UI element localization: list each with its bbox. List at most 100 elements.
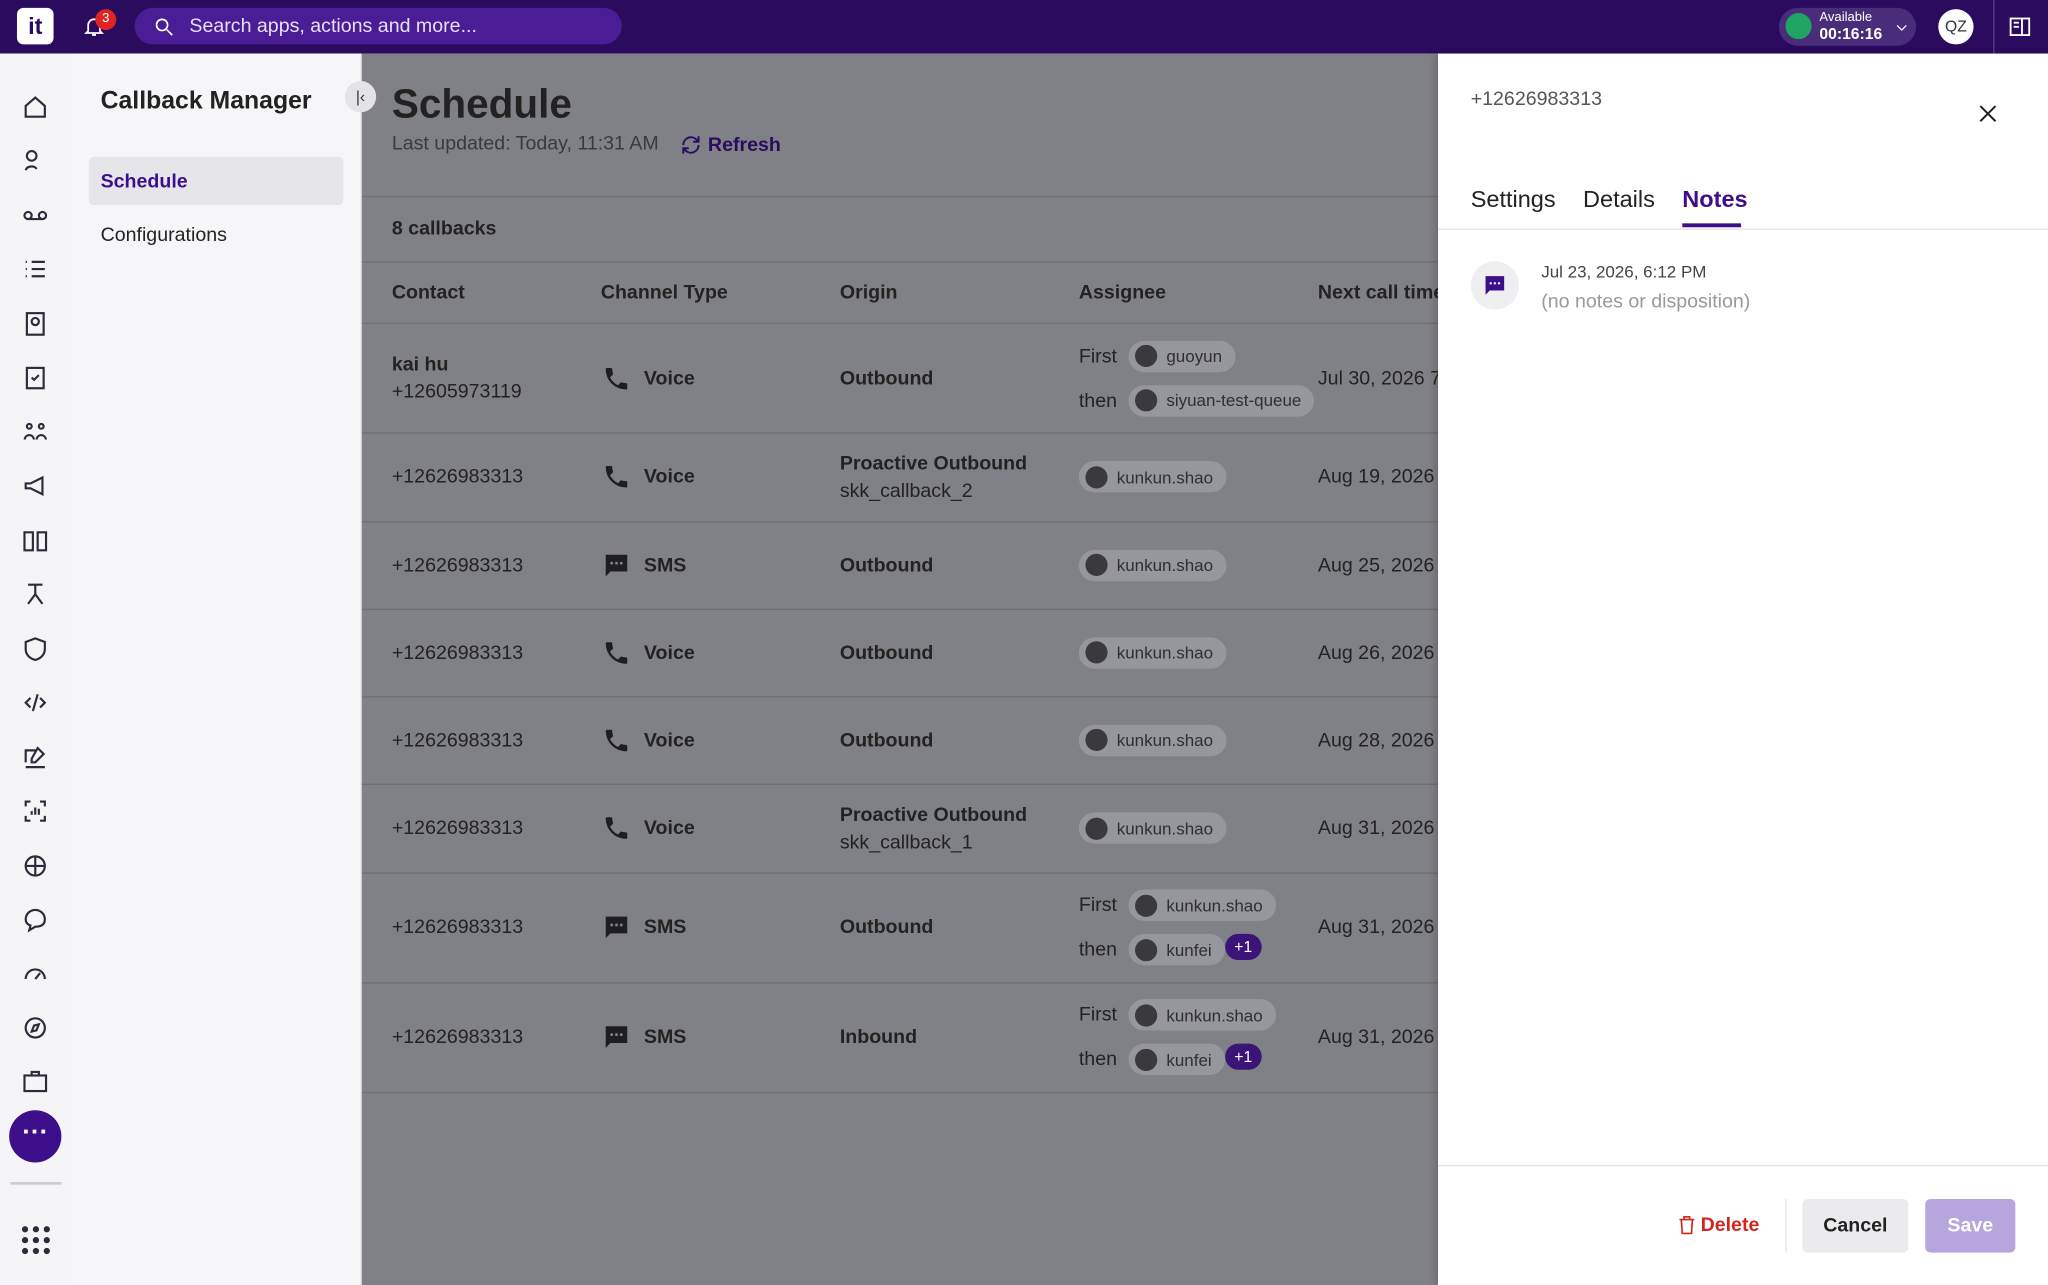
- extra-badge: +1: [1225, 1043, 1262, 1070]
- person-icon: [1085, 728, 1108, 752]
- divider: [361, 783, 2048, 785]
- contact: +12626983313: [391, 465, 524, 488]
- divider: [361, 696, 2048, 698]
- panel-toggle-icon[interactable]: [2008, 14, 2033, 39]
- divider: [1438, 228, 2048, 230]
- divider: [361, 608, 2048, 610]
- person-icon: [1135, 1003, 1158, 1026]
- trash-icon[interactable]: [1676, 1213, 1698, 1237]
- refresh-button[interactable]: Refresh: [707, 133, 781, 157]
- contact: +12605973119: [391, 380, 522, 403]
- more-apps-button[interactable]: ···: [9, 1110, 62, 1163]
- first-label: First: [1078, 1003, 1117, 1026]
- divider: [361, 195, 2048, 198]
- tab[interactable]: Details: [1583, 186, 1655, 213]
- collapse-button[interactable]: |‹: [344, 80, 377, 113]
- channel-icon: [602, 1023, 631, 1052]
- nav-icon[interactable]: [21, 580, 50, 609]
- search-icon: [153, 16, 175, 38]
- person-icon: [1135, 389, 1158, 412]
- icon-rail: [0, 53, 74, 1285]
- nav-icon[interactable]: [21, 1014, 50, 1043]
- origin: Proactive Outbound: [839, 451, 1028, 475]
- channel-icon: [602, 462, 631, 491]
- channel-icon: [602, 638, 631, 667]
- divider: [361, 261, 2048, 263]
- nav-icon[interactable]: [21, 743, 50, 772]
- column-header: Next call time: [1317, 281, 1445, 304]
- logo[interactable]: it: [16, 7, 54, 45]
- cancel-button[interactable]: Cancel: [1802, 1199, 1909, 1253]
- person-icon: [1085, 553, 1108, 576]
- then-label: then: [1078, 1048, 1117, 1071]
- origin: Outbound: [839, 728, 934, 752]
- nav-selected-bg[interactable]: [88, 156, 344, 206]
- nav-icon[interactable]: [21, 418, 50, 447]
- channel: SMS: [643, 916, 687, 939]
- divider: [1993, 0, 1995, 54]
- nav-icon[interactable]: [21, 255, 50, 284]
- nav-icon[interactable]: [21, 93, 50, 122]
- save-button[interactable]: Save: [1925, 1199, 2016, 1253]
- assignee-chip: kunkun.shao: [1078, 549, 1227, 581]
- refresh-icon[interactable]: [678, 132, 704, 158]
- nav-icon[interactable]: [21, 526, 50, 555]
- nav-icon[interactable]: [21, 635, 50, 664]
- assignee-chip: kunfei: [1128, 933, 1225, 966]
- tab[interactable]: Settings: [1470, 186, 1556, 213]
- nav-icon[interactable]: [21, 852, 50, 881]
- nav-item[interactable]: Configurations: [100, 223, 227, 247]
- nav-icon[interactable]: [21, 905, 50, 934]
- nav-icon[interactable]: [21, 959, 50, 988]
- person-icon: [1135, 1048, 1158, 1071]
- search-box[interactable]: [134, 7, 622, 45]
- channel: SMS: [643, 1025, 687, 1049]
- close-icon[interactable]: [1975, 101, 2001, 127]
- delete-button[interactable]: Delete: [1700, 1214, 1760, 1237]
- note-date: Jul 23, 2026, 6:12 PM: [1541, 261, 1707, 282]
- next-call-time: Aug 31, 2026 7: [1317, 1025, 1451, 1049]
- divider: [361, 982, 2048, 984]
- contact: +12626983313: [391, 553, 524, 576]
- rail-divider: [10, 1182, 62, 1185]
- divider: [361, 432, 2048, 434]
- next-call-time: Aug 26, 2026 5: [1317, 641, 1451, 664]
- contact: +12626983313: [391, 728, 524, 752]
- assignee-name: kunkun.shao: [1166, 1005, 1263, 1025]
- app-grid-icon[interactable]: [20, 1224, 53, 1257]
- nav-icon[interactable]: [21, 363, 50, 392]
- nav-item[interactable]: Schedule: [100, 170, 188, 193]
- contact: kai hu: [391, 353, 449, 376]
- nav-icon[interactable]: [21, 472, 50, 501]
- nav-icon[interactable]: [21, 310, 50, 339]
- next-call-time: Aug 25, 2026 7: [1317, 553, 1451, 576]
- nav-icon[interactable]: [21, 797, 50, 826]
- nav-icon[interactable]: [21, 1067, 50, 1096]
- note-icon: [1482, 273, 1507, 298]
- contact: +12626983313: [391, 641, 524, 664]
- assignee-chip: kunkun.shao: [1078, 636, 1227, 669]
- assignee-chip: kunkun.shao: [1078, 461, 1227, 493]
- assignee-name: kunkun.shao: [1166, 895, 1263, 915]
- nav-icon[interactable]: [21, 201, 50, 230]
- channel: Voice: [643, 728, 695, 752]
- tab[interactable]: Notes: [1682, 186, 1748, 213]
- nav-icon[interactable]: [21, 688, 50, 717]
- column-header: Origin: [839, 281, 898, 304]
- assignee-name: kunkun.shao: [1116, 818, 1214, 838]
- person-icon: [1135, 344, 1158, 368]
- person-icon: [1085, 465, 1108, 488]
- callback-count: 8 callbacks: [391, 217, 497, 240]
- next-call-time: Jul 30, 2026 7: [1317, 367, 1441, 390]
- next-call-time: Aug 31, 2026 5: [1317, 916, 1451, 939]
- origin: Proactive Outbound: [839, 803, 1028, 826]
- search-placeholder: Search apps, actions and more...: [189, 15, 477, 38]
- contact: +12626983313: [391, 1025, 524, 1049]
- channel-icon: [602, 551, 631, 580]
- avatar[interactable]: QZ: [1938, 9, 1974, 45]
- nav-icon[interactable]: [21, 146, 50, 175]
- chevron-icon: [1894, 18, 1910, 34]
- assignee-name: guoyun: [1166, 346, 1223, 366]
- divider: [361, 322, 2048, 324]
- sidebar-title: Callback Manager: [100, 87, 312, 115]
